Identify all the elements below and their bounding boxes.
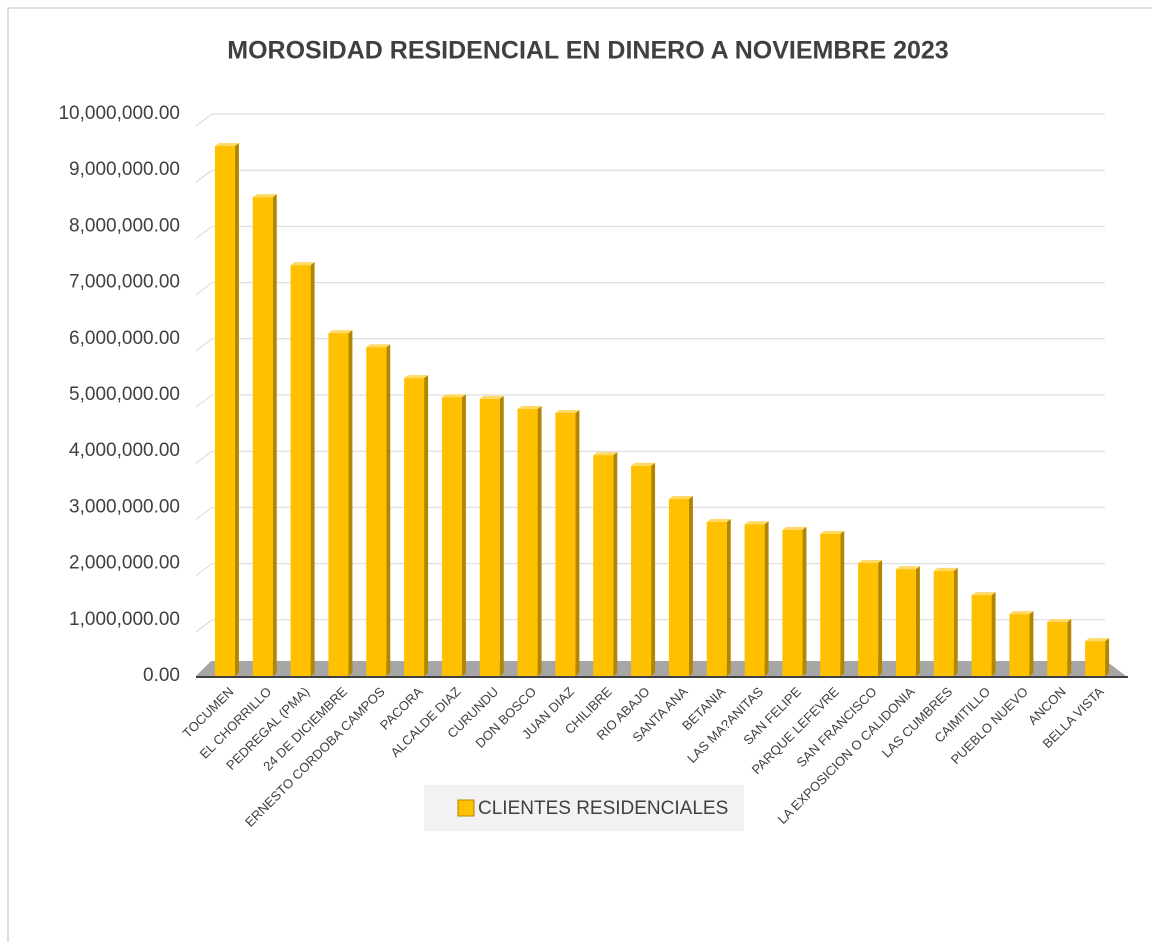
bar	[404, 378, 425, 676]
bar	[895, 569, 916, 676]
bar-top	[252, 194, 277, 198]
bar-side	[991, 592, 996, 676]
bar-side	[1029, 611, 1034, 676]
bar-side	[499, 395, 504, 676]
bar	[593, 455, 614, 676]
bar	[782, 529, 803, 676]
bar	[1047, 622, 1068, 676]
bar-side	[613, 452, 618, 676]
y-tick-label: 7,000,000.00	[69, 272, 180, 293]
bar-side	[953, 567, 958, 676]
bar-side	[424, 375, 429, 676]
bar-side	[764, 521, 769, 676]
bar-side	[386, 344, 391, 676]
grid-line-depth	[195, 506, 213, 520]
bar-side	[688, 495, 693, 676]
bar	[441, 397, 462, 676]
bar-side	[575, 409, 580, 676]
chart-title: MOROSIDAD RESIDENCIAL EN DINERO A NOVIEM…	[227, 37, 948, 65]
y-tick-label: 3,000,000.00	[69, 496, 180, 517]
grid-line-depth	[195, 225, 213, 239]
bar	[1009, 614, 1030, 676]
bar	[858, 563, 879, 676]
bar-top	[1009, 611, 1034, 615]
bar-top	[441, 394, 466, 398]
bar-side	[348, 330, 353, 676]
bar	[820, 533, 841, 676]
bar-top	[1047, 619, 1072, 623]
bar-top	[290, 262, 315, 266]
y-tick-label: 9,000,000.00	[69, 159, 180, 180]
bar-side	[878, 560, 883, 676]
y-tick-label: 8,000,000.00	[69, 215, 180, 236]
bar	[706, 522, 727, 676]
bar-top	[555, 409, 580, 413]
grid-line-depth	[195, 169, 213, 183]
bar-side	[1105, 638, 1110, 676]
bar-top	[933, 567, 958, 571]
grid-line-depth	[195, 113, 213, 127]
bar-top	[366, 344, 391, 348]
bar	[252, 197, 273, 676]
grid-line-depth	[195, 338, 213, 352]
bar	[479, 398, 500, 676]
grid-line-depth	[195, 394, 213, 408]
bar-top	[479, 395, 504, 399]
legend-swatch	[457, 799, 475, 817]
bar-side	[840, 530, 845, 676]
bar-side	[915, 566, 920, 676]
bar	[744, 524, 765, 676]
bar	[971, 595, 992, 676]
grid-line-depth	[195, 619, 213, 633]
bar-top	[593, 452, 618, 456]
bar-top	[782, 526, 807, 530]
bar-top	[1085, 638, 1110, 642]
bar-side	[802, 526, 807, 676]
bar-top	[404, 375, 429, 379]
y-tick-label: 6,000,000.00	[69, 328, 180, 349]
bar-side	[461, 394, 466, 676]
bar-top	[668, 495, 693, 499]
bar-side	[272, 194, 277, 676]
grid-line-depth	[195, 450, 213, 464]
y-tick-label: 5,000,000.00	[69, 384, 180, 405]
floor	[196, 661, 1126, 676]
bar-side	[310, 262, 315, 676]
legend-label: CLIENTES RESIDENCIALES	[478, 798, 728, 819]
bar-side	[234, 143, 239, 676]
legend-box	[424, 785, 744, 831]
bar-top	[971, 592, 996, 596]
bar	[555, 412, 576, 676]
bar-side	[726, 519, 731, 676]
bar	[631, 465, 652, 676]
bar-top	[744, 521, 769, 525]
bar	[290, 265, 311, 676]
y-tick-label: 0.00	[143, 665, 180, 686]
bar	[668, 498, 689, 676]
y-tick-label: 4,000,000.00	[69, 440, 180, 461]
bar	[1085, 641, 1106, 676]
grid-line-depth	[195, 282, 213, 296]
bar	[366, 347, 387, 676]
bar-top	[858, 560, 883, 564]
y-tick-label: 1,000,000.00	[69, 609, 180, 630]
bar	[933, 570, 954, 676]
bar-top	[895, 566, 920, 570]
bar-side	[537, 406, 542, 676]
bar-top	[517, 406, 542, 410]
y-tick-label: 2,000,000.00	[69, 553, 180, 574]
bar	[214, 146, 235, 676]
y-tick-label: 10,000,000.00	[58, 103, 180, 124]
bar-side	[651, 462, 656, 676]
bar-top	[328, 330, 353, 334]
bar-top	[214, 143, 239, 147]
bar-top	[631, 462, 656, 466]
grid-line-depth	[195, 563, 213, 576]
bar	[328, 333, 349, 676]
bar-side	[1067, 619, 1072, 676]
bar	[517, 409, 538, 676]
bar-top	[820, 530, 845, 534]
bar-top	[706, 519, 731, 523]
